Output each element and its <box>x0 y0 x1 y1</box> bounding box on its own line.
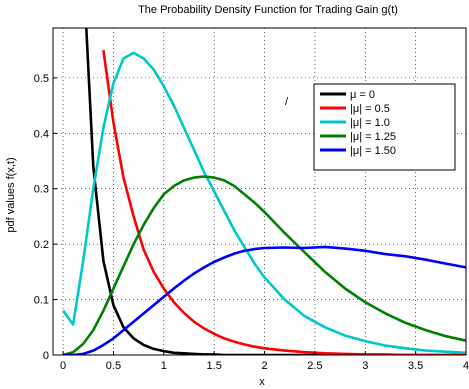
annotation-mark: / <box>285 96 289 108</box>
legend-label: |μ| = 1.25 <box>350 131 396 143</box>
y-tick-label: 0.3 <box>34 184 49 196</box>
y-tick-label: 0.1 <box>34 295 49 307</box>
y-axis-label: pdf values f(x,t) <box>5 157 17 232</box>
x-tick-label: 0 <box>60 360 66 372</box>
chart-title: The Probability Density Function for Tra… <box>138 4 398 16</box>
series-lines <box>62 28 466 355</box>
x-tick-label: 3 <box>362 360 368 372</box>
series-line-2 <box>62 51 466 355</box>
x-tick-label: 1.5 <box>207 360 222 372</box>
x-axis-label: x <box>259 376 265 388</box>
legend-box <box>313 83 456 171</box>
plot-area <box>52 27 467 356</box>
x-tick-label: 1 <box>161 360 167 372</box>
y-tick-label: 0.2 <box>34 239 49 251</box>
legend-label: |μ| = 1.50 <box>350 145 396 157</box>
legend: μ = 0 |μ| = 0.5 |μ| = 1.0 |μ| = 1.25 |μ| = 1… <box>313 83 456 171</box>
y-tick-label: 0.4 <box>34 128 49 140</box>
x-tick-label: 2 <box>261 360 267 372</box>
axis-ticks: 0 0.5 1 1.5 2 2.5 3 3.5 4 0 0.1 0.2 0.3 0.4 0.5 <box>34 73 469 372</box>
series-line-1 <box>102 50 466 355</box>
legend-label: μ = 0 <box>350 89 375 101</box>
series-line-4 <box>63 245 466 355</box>
x-tick-label: 2.5 <box>307 360 322 372</box>
y-tick-label: 0 <box>43 350 49 362</box>
x-tick-label: 0.5 <box>106 360 121 372</box>
x-tick-label: 3.5 <box>408 360 423 372</box>
series-line-3 <box>62 175 466 355</box>
x-tick-label: 4 <box>463 360 469 372</box>
legend-label: |μ| = 0.5 <box>350 103 390 115</box>
legend-label: |μ| = 1.0 <box>350 117 390 129</box>
series-line-0 <box>84 28 466 355</box>
y-tick-label: 0.5 <box>34 73 49 85</box>
